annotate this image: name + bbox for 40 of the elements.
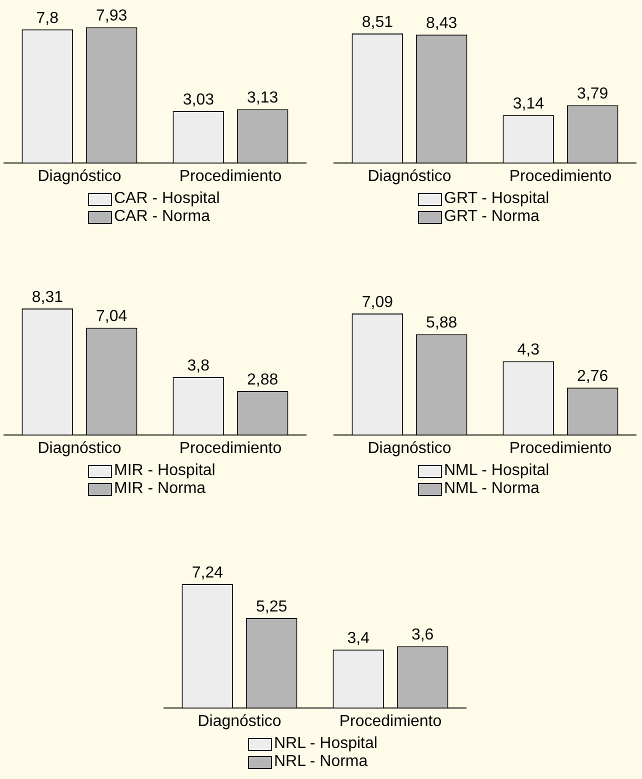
data-label: 3,14 (512, 95, 544, 112)
x-tick-label: Procedimiento (179, 440, 282, 457)
data-label: 3,4 (347, 630, 370, 648)
data-label: 7,09 (362, 294, 394, 311)
x-tick-label: Procedimiento (509, 168, 612, 185)
data-label: 2,88 (247, 371, 278, 388)
legend-label: CAR - Norma (114, 208, 210, 226)
x-tick-label: Procedimiento (179, 168, 282, 185)
data-label: 8,31 (32, 288, 64, 306)
legend-label: GRT - Norma (444, 208, 540, 226)
x-tick-label: Diagnóstico (38, 440, 122, 457)
data-label: 4,3 (517, 342, 540, 359)
data-label: 7,24 (192, 564, 224, 582)
x-tick-label: Diagnóstico (368, 440, 452, 457)
data-label: 7,04 (96, 308, 128, 326)
data-label: 3,6 (411, 626, 434, 644)
x-tick-label: Diagnóstico (198, 712, 282, 730)
x-tick-label: Diagnóstico (38, 168, 122, 185)
legend-label: MIR - Norma (114, 480, 206, 498)
series-label: GRT - Hospital (444, 190, 550, 208)
data-label: 5,88 (426, 314, 458, 332)
x-tick-label: Procedimiento (339, 712, 442, 730)
data-label: 8,43 (426, 15, 458, 32)
x-tick-label: Diagnóstico (368, 168, 452, 185)
series-label: NRL - Hospital (274, 735, 378, 753)
data-label: 8,51 (362, 14, 394, 31)
data-label: 5,25 (256, 598, 288, 616)
series-label: MIR - Hospital (114, 462, 216, 480)
data-label: 2,76 (577, 368, 608, 386)
legend-label: NML - Norma (444, 480, 540, 498)
data-label: 7,8 (36, 10, 59, 27)
data-label: 7,93 (96, 8, 128, 25)
series-label: CAR - Hospital (114, 190, 220, 208)
x-tick-label: Procedimiento (509, 440, 612, 457)
legend-label: NRL - Norma (274, 753, 368, 771)
data-label: 3,8 (187, 357, 210, 374)
series-label: NML - Hospital (444, 462, 550, 480)
data-label: 3,79 (577, 86, 608, 103)
data-label: 3,03 (182, 91, 214, 108)
data-label: 3,13 (247, 90, 278, 107)
